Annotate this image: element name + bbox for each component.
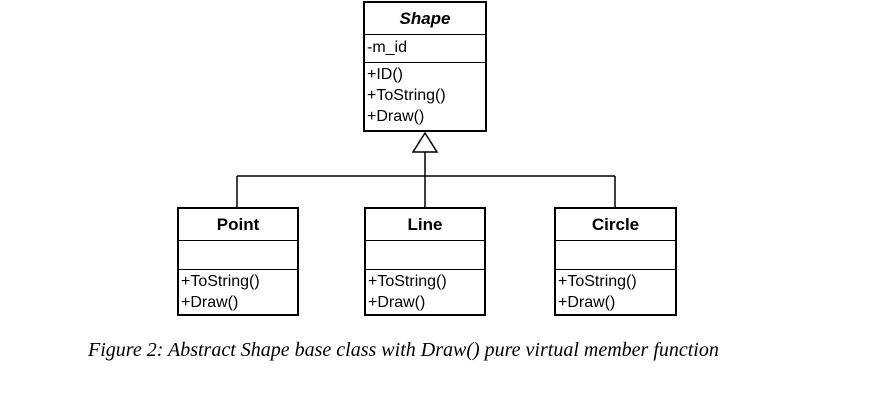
shape-operations: +ID() +ToString() +Draw() [365, 63, 485, 127]
figure-caption: Figure 2: Abstract Shape base class with… [88, 339, 719, 361]
shape-class-name: Shape [365, 3, 485, 35]
line-attributes [366, 241, 484, 270]
shape-operation-draw: +Draw() [367, 108, 425, 125]
circle-operation-draw: +Draw() [558, 294, 616, 311]
line-class-box: Line +ToString() +Draw() [364, 207, 486, 316]
point-attributes [179, 241, 297, 270]
shape-operation-id: +ID() [367, 66, 403, 83]
point-operations: +ToString() +Draw() [179, 270, 297, 313]
circle-class-name: Circle [556, 209, 675, 241]
point-operation-draw: +Draw() [181, 294, 239, 311]
circle-operation-tostring: +ToString() [558, 273, 637, 290]
line-operation-tostring: +ToString() [368, 273, 447, 290]
circle-operations: +ToString() +Draw() [556, 270, 675, 313]
generalization-arrowhead [411, 131, 439, 153]
shape-attributes: -m_id [365, 35, 485, 63]
circle-attributes [556, 241, 675, 270]
shape-class-box: Shape -m_id +ID() +ToString() +Draw() [363, 1, 487, 132]
line-operation-draw: +Draw() [368, 294, 426, 311]
point-class-name: Point [179, 209, 297, 241]
point-operation-tostring: +ToString() [181, 273, 260, 290]
line-class-name: Line [366, 209, 484, 241]
shape-attribute-m-id: -m_id [367, 39, 408, 56]
line-operations: +ToString() +Draw() [366, 270, 484, 313]
shape-operation-tostring: +ToString() [367, 87, 446, 104]
circle-class-box: Circle +ToString() +Draw() [554, 207, 677, 316]
point-class-box: Point +ToString() +Draw() [177, 207, 299, 316]
